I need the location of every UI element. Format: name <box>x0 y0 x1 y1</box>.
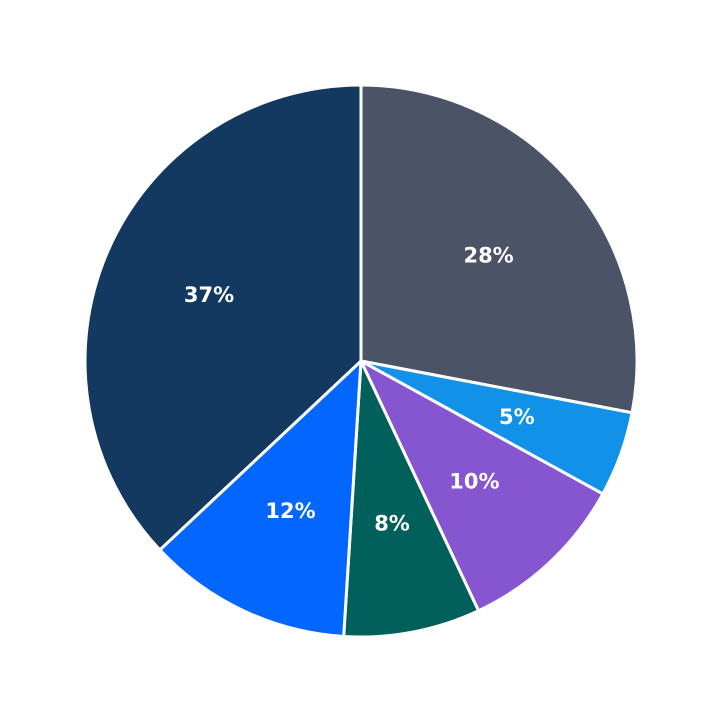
pie-slice-4 <box>158 359 363 638</box>
slice-label-5: 37% <box>184 283 234 307</box>
pie-slice-5 <box>83 83 363 552</box>
slice-label-3: 8% <box>374 512 410 536</box>
slice-label-4: 12% <box>265 499 315 523</box>
slice-label-1: 5% <box>499 405 535 429</box>
pie-labels: 28% 5% 10% 8% 12% 37% <box>184 243 535 535</box>
pie-slice-2 <box>359 359 605 613</box>
pie-slice-3 <box>342 359 481 639</box>
pie-slice-0 <box>359 83 639 415</box>
slice-label-0: 28% <box>463 243 513 267</box>
pie-slices <box>83 83 639 639</box>
slice-label-2: 10% <box>449 470 499 494</box>
